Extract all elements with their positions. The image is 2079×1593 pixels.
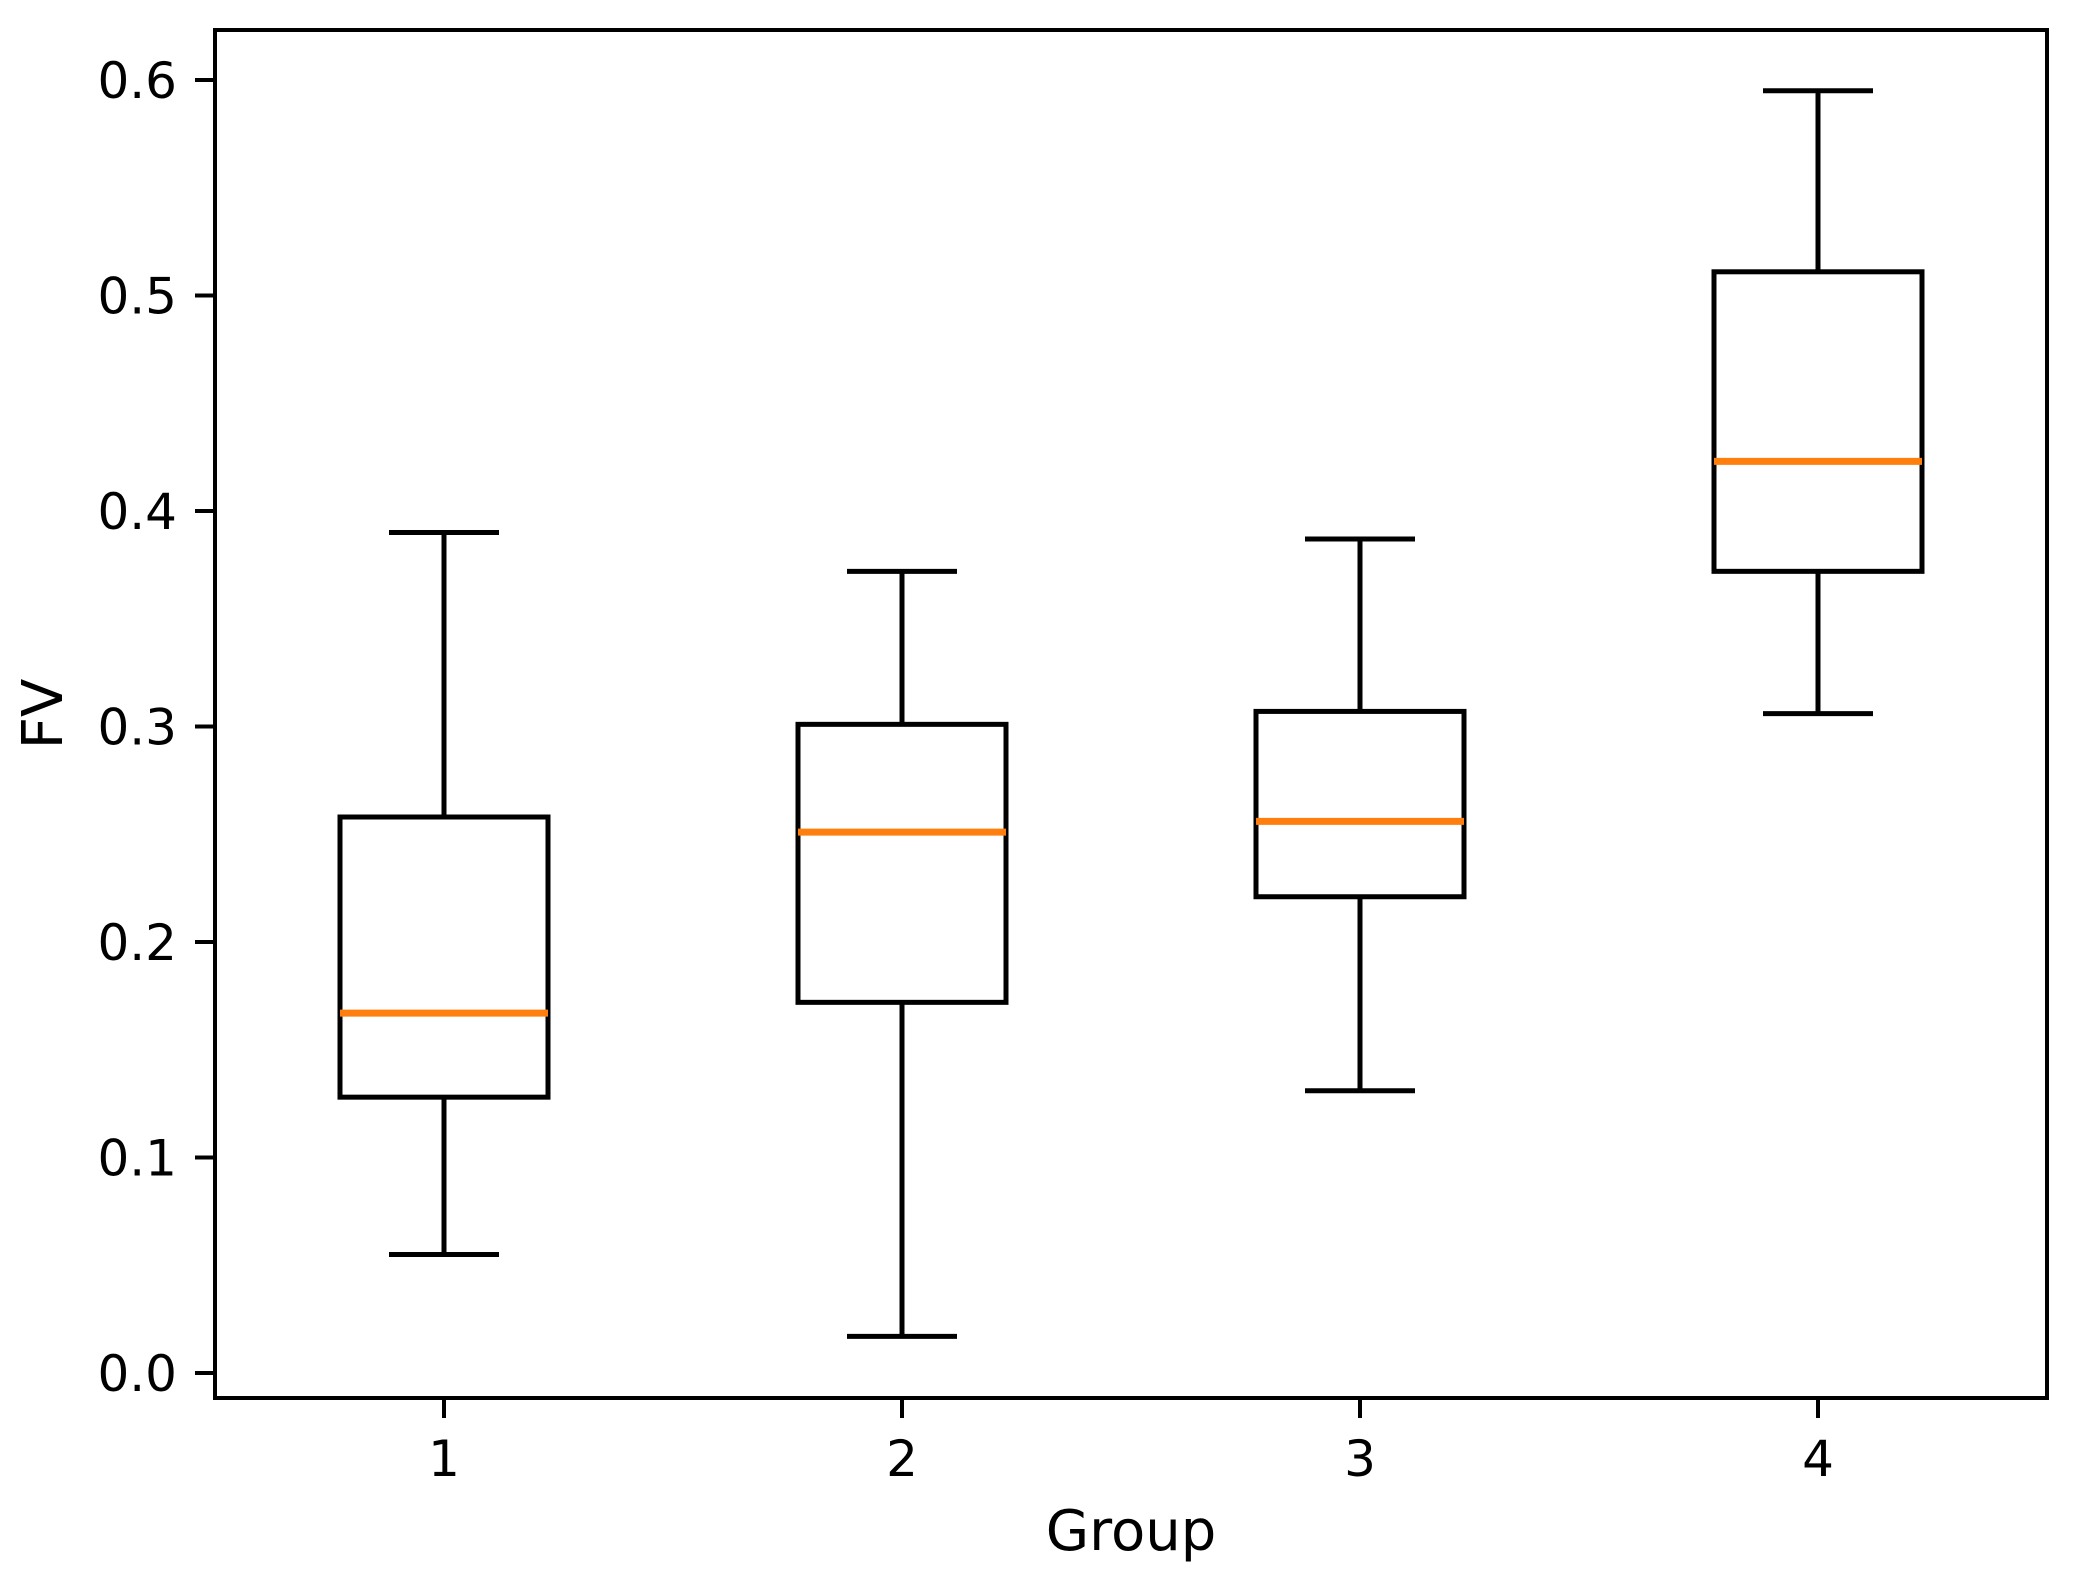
y-tick-label: 0.6 bbox=[97, 52, 177, 110]
axes-spines bbox=[213, 28, 2049, 1400]
y-tick-label: 0.0 bbox=[97, 1345, 177, 1403]
y-tick-label: 0.2 bbox=[97, 914, 177, 972]
x-axis-label: Group bbox=[1046, 1499, 1217, 1564]
x-tick-label: 4 bbox=[1802, 1430, 1834, 1488]
plot-area bbox=[215, 30, 2047, 1398]
y-axis-label: FV bbox=[11, 679, 76, 750]
x-tick-label: 1 bbox=[428, 1430, 460, 1488]
box-group-1 bbox=[337, 814, 551, 1100]
y-tick-label: 0.5 bbox=[97, 267, 177, 325]
plot-contents: 0.0 0.1 0.2 0.3 0.4 0.5 0.6 1 2 3 4 bbox=[97, 52, 1925, 1488]
box-group-4 bbox=[1711, 269, 1925, 574]
x-tick-label: 3 bbox=[1344, 1430, 1376, 1488]
y-tick-label: 0.1 bbox=[97, 1130, 177, 1188]
y-tick-label: 0.4 bbox=[97, 483, 177, 541]
box-group-3 bbox=[1253, 708, 1467, 900]
y-tick-label: 0.3 bbox=[97, 698, 177, 756]
x-tick-label: 2 bbox=[886, 1430, 918, 1488]
box-group-2 bbox=[795, 721, 1009, 1005]
